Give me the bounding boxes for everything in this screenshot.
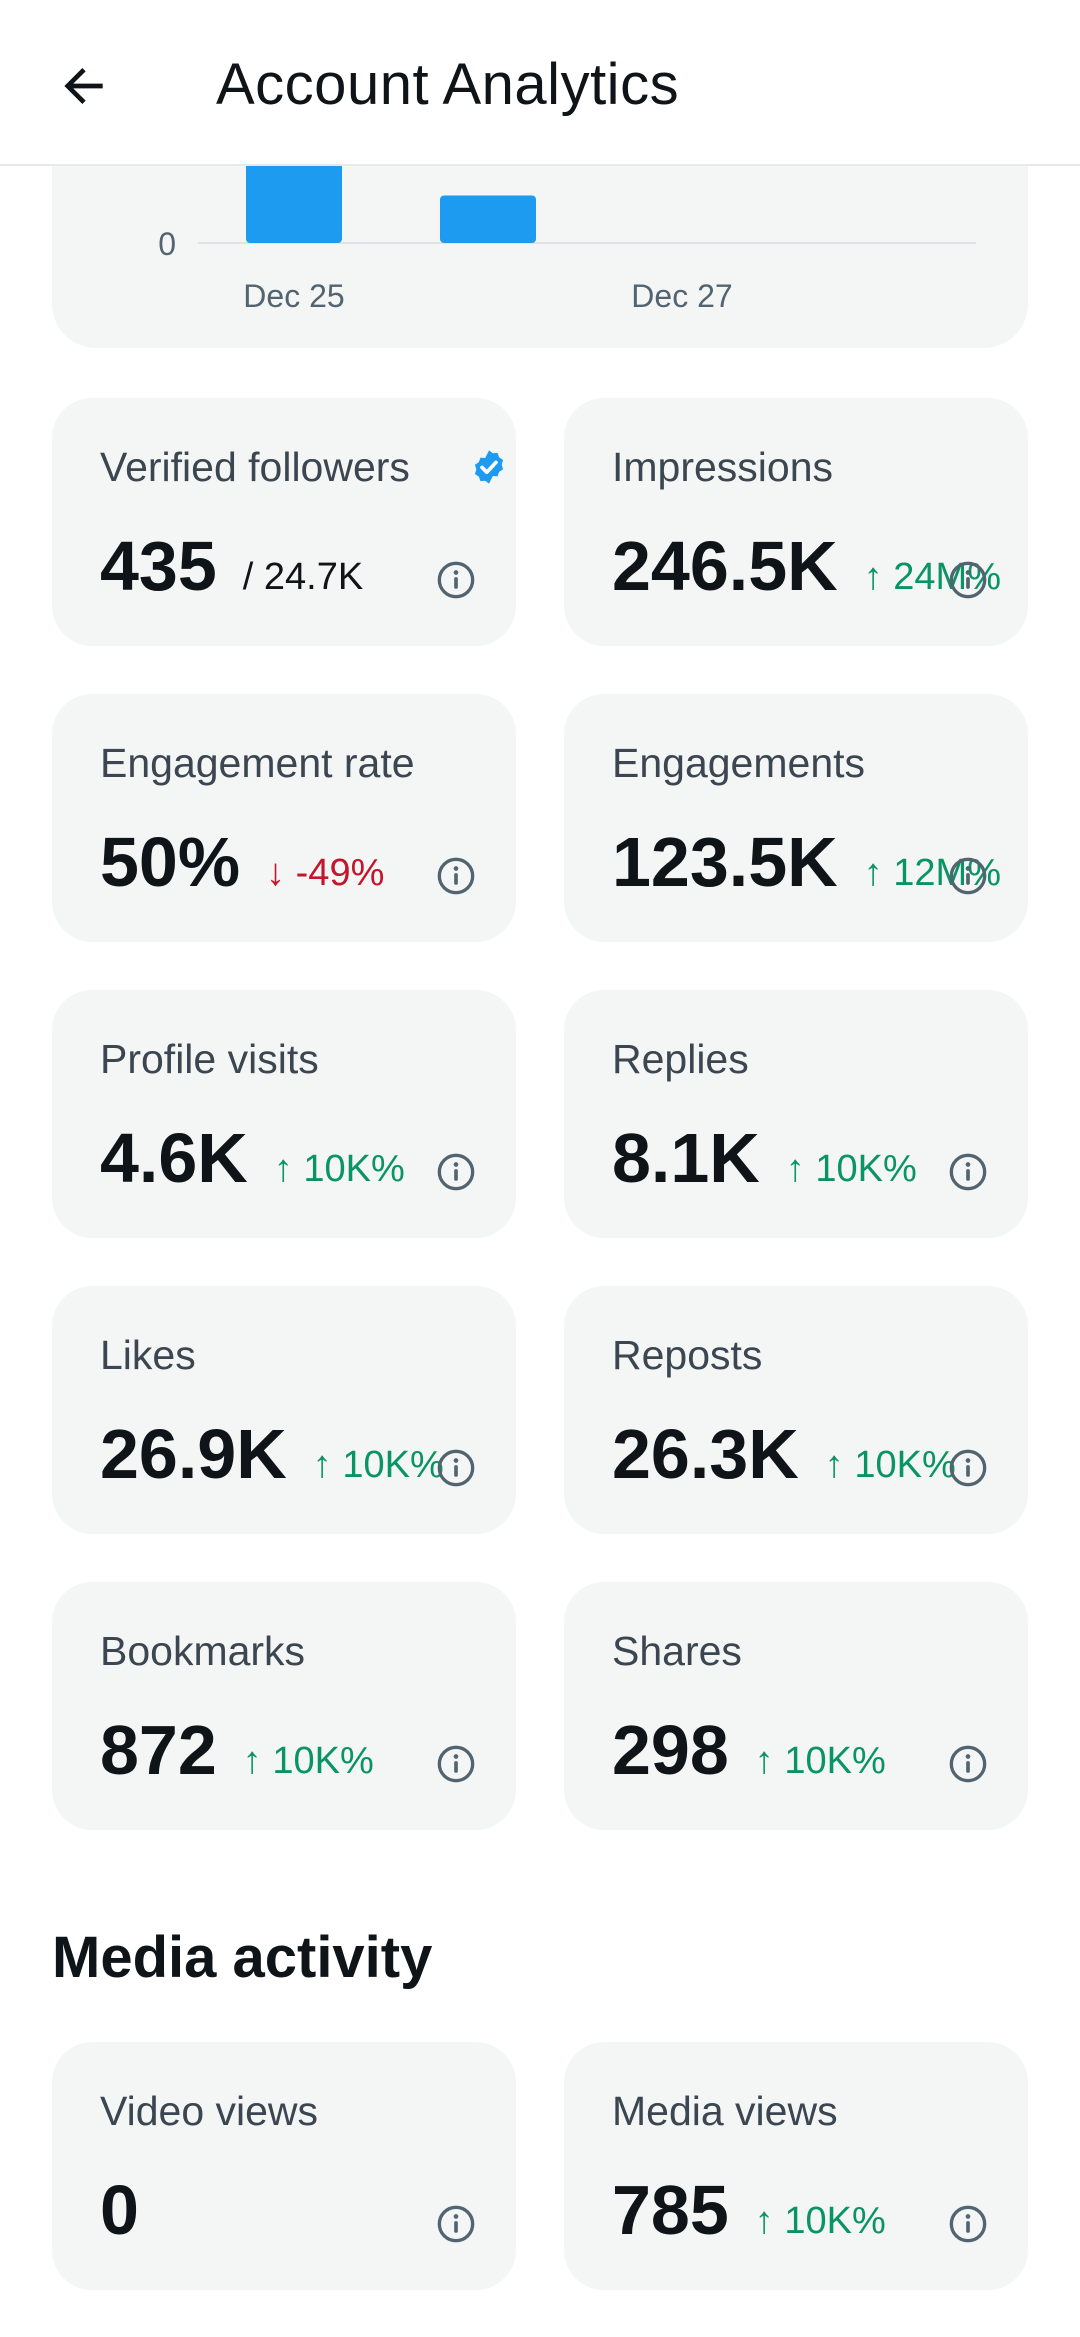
stat-label: Bookmarks <box>100 1628 306 1674</box>
stat-change: ↑ 10K% <box>754 2200 886 2242</box>
stat-label: Likes <box>100 1332 196 1378</box>
stat-label: Engagement rate <box>100 740 415 786</box>
stat-label: Replies <box>612 1036 749 1082</box>
stat-change: ↑ 10K% <box>312 1444 444 1486</box>
stat-card-bookmarks[interactable]: Bookmarks 872 ↑ 10K% <box>52 1582 516 1830</box>
stat-change: ↑ 10K% <box>242 1740 374 1782</box>
arrow-left-icon <box>64 68 103 104</box>
info-icon[interactable] <box>436 1744 476 1784</box>
stat-value: 4.6K <box>100 1119 248 1197</box>
y-tick-label: 0 <box>158 226 176 262</box>
stat-card-verified-followers[interactable]: Verified followers 435 / 24.7K <box>52 398 516 646</box>
info-icon[interactable] <box>436 2204 476 2244</box>
stat-card-profile-visits[interactable]: Profile visits 4.6K ↑ 10K% <box>52 990 516 1238</box>
info-icon[interactable] <box>948 1448 988 1488</box>
stat-change: ↑ 10K% <box>785 1148 917 1190</box>
stat-label: Verified followers <box>100 444 410 490</box>
info-icon[interactable] <box>948 1744 988 1784</box>
x-tick-label: Dec 25 <box>243 278 344 314</box>
stat-change: ↓ -49% <box>266 852 385 894</box>
info-icon[interactable] <box>948 1152 988 1192</box>
stat-label: Profile visits <box>100 1036 319 1082</box>
stat-card-reposts[interactable]: Reposts 26.3K ↑ 10K% <box>564 1286 1028 1534</box>
stat-change: ↑ 10K% <box>273 1148 405 1190</box>
info-icon[interactable] <box>436 1448 476 1488</box>
stat-label: Reposts <box>612 1332 763 1378</box>
stat-card-engagements[interactable]: Engagements 123.5K ↑ 12M% <box>564 694 1028 942</box>
stat-total: / 24.7K <box>242 556 364 598</box>
info-icon[interactable] <box>436 1152 476 1192</box>
info-icon[interactable] <box>948 856 988 896</box>
stat-label: Video views <box>100 2088 319 2134</box>
stat-card-engagement-rate[interactable]: Engagement rate 50% ↓ -49% <box>52 694 516 942</box>
stat-card-shares[interactable]: Shares 298 ↑ 10K% <box>564 1582 1028 1830</box>
stat-value: 0 <box>100 2171 139 2249</box>
stat-change: ↑ 12M% <box>863 852 1001 894</box>
stat-label: Impressions <box>612 444 834 490</box>
stat-card-impressions[interactable]: Impressions 246.5K ↑ 24M% <box>564 398 1028 646</box>
stat-change: ↑ 24M% <box>863 556 1001 598</box>
stat-value: 246.5K <box>612 527 838 605</box>
info-icon[interactable] <box>436 856 476 896</box>
media-section-title: Media activity <box>52 1925 433 1990</box>
page-title: Account Analytics <box>216 52 680 117</box>
stat-value: 872 <box>100 1711 217 1789</box>
stat-label: Media views <box>612 2088 838 2134</box>
stat-value: 8.1K <box>612 1119 760 1197</box>
back-button[interactable] <box>40 42 128 130</box>
stat-change: ↑ 10K% <box>824 1444 956 1486</box>
stat-card-likes[interactable]: Likes 26.9K ↑ 10K% <box>52 1286 516 1534</box>
stat-label: Shares <box>612 1628 742 1674</box>
stat-value: 26.3K <box>612 1415 799 1493</box>
stat-value: 298 <box>612 1711 729 1789</box>
chart-bar-dec-26[interactable] <box>440 195 536 244</box>
chart-bar-dec-25[interactable] <box>246 148 342 243</box>
stat-label: Engagements <box>612 740 866 786</box>
stat-change: ↑ 10K% <box>754 1740 886 1782</box>
app-header: Account Analytics <box>0 0 1080 166</box>
stat-card-video-views[interactable]: Video views 0 <box>52 2042 516 2290</box>
info-icon[interactable] <box>948 2204 988 2244</box>
verified-badge-icon <box>470 448 508 486</box>
stat-value: 435 <box>100 527 217 605</box>
stat-card-media-views[interactable]: Media views 785 ↑ 10K% <box>564 2042 1028 2290</box>
info-icon[interactable] <box>436 560 476 600</box>
stat-value: 50% <box>100 823 241 901</box>
stat-value: 785 <box>612 2171 729 2249</box>
stat-value: 123.5K <box>612 823 838 901</box>
stat-card-replies[interactable]: Replies 8.1K ↑ 10K% <box>564 990 1028 1238</box>
x-tick-label: Dec 27 <box>631 278 732 314</box>
stat-value: 26.9K <box>100 1415 287 1493</box>
info-icon[interactable] <box>948 560 988 600</box>
